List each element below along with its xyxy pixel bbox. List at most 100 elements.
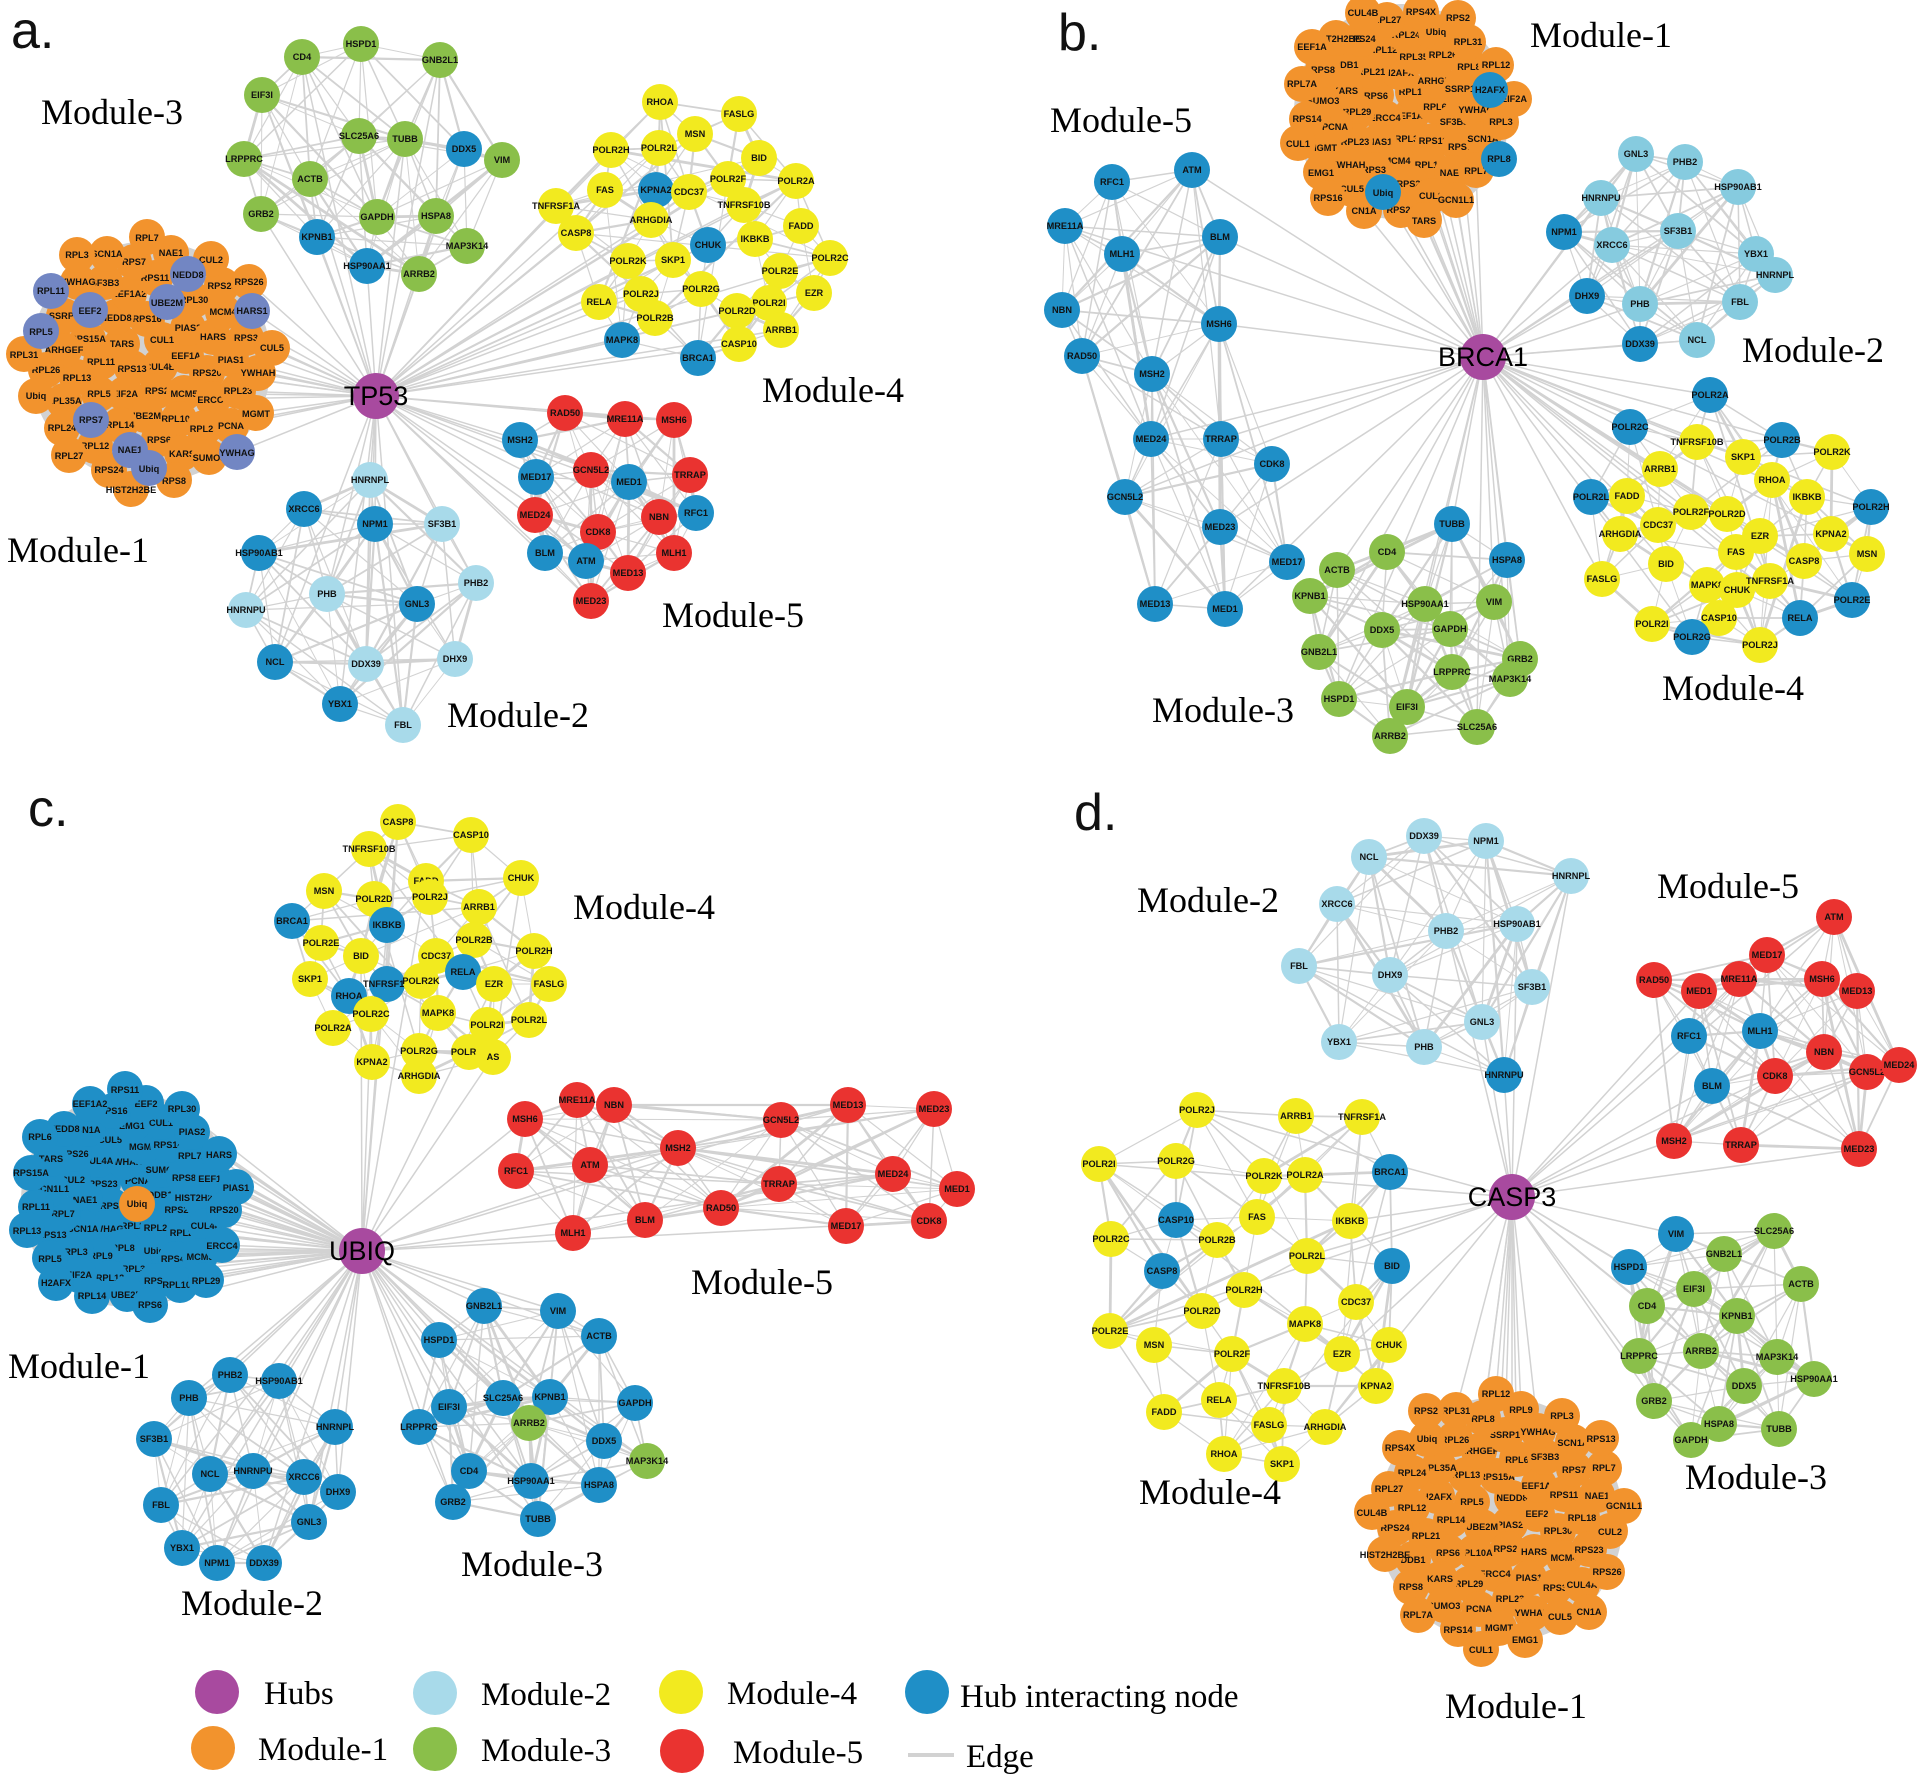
svg-text:RPS15A: RPS15A — [1479, 1472, 1515, 1482]
svg-text:Ubiq: Ubiq — [26, 391, 46, 401]
svg-text:RAD50: RAD50 — [1639, 975, 1669, 985]
svg-text:RPS3: RPS3 — [234, 333, 258, 343]
svg-text:RPS24: RPS24 — [1346, 34, 1376, 44]
svg-text:MLH1: MLH1 — [1747, 1026, 1772, 1036]
svg-text:RPS2: RPS2 — [1446, 13, 1470, 23]
svg-text:RPS24: RPS24 — [1380, 1523, 1410, 1533]
svg-text:TUBB: TUBB — [1766, 1424, 1792, 1434]
svg-text:NAE1: NAE1 — [159, 248, 184, 258]
svg-text:TARS: TARS — [1412, 216, 1436, 226]
svg-text:POLR2G: POLR2G — [1673, 632, 1711, 642]
svg-text:BLM: BLM — [1210, 232, 1230, 242]
svg-text:CASP10: CASP10 — [1701, 613, 1737, 623]
svg-text:NPM1: NPM1 — [362, 519, 388, 529]
svg-text:TUBB: TUBB — [1439, 519, 1465, 529]
svg-text:CUL2: CUL2 — [61, 1175, 85, 1185]
svg-text:MSH6: MSH6 — [1809, 974, 1835, 984]
svg-text:ATM: ATM — [580, 1160, 600, 1170]
svg-text:PIAS1: PIAS1 — [1366, 137, 1393, 147]
svg-text:MAP3K14: MAP3K14 — [1756, 1352, 1799, 1362]
svg-text:NBN: NBN — [1814, 1047, 1834, 1057]
svg-text:KPNB1: KPNB1 — [534, 1392, 565, 1402]
svg-text:POLR2K: POLR2K — [609, 256, 647, 266]
svg-text:PIAS1: PIAS1 — [1516, 1573, 1543, 1583]
svg-text:RFC1: RFC1 — [504, 1166, 528, 1176]
svg-text:Ubiq: Ubiq — [1426, 27, 1446, 37]
svg-text:RPL13: RPL13 — [1452, 1470, 1481, 1480]
svg-text:NAE1: NAE1 — [1585, 1491, 1610, 1501]
svg-text:SSRP1: SSRP1 — [49, 311, 79, 321]
svg-text:POLR2F: POLR2F — [1214, 1349, 1251, 1359]
svg-text:EEF1A: EEF1A — [171, 351, 201, 361]
svg-text:POLR2I: POLR2I — [1082, 1159, 1115, 1169]
svg-text:DDX5: DDX5 — [1370, 625, 1395, 635]
svg-text:HSPA8: HSPA8 — [421, 211, 451, 221]
svg-text:RPL8: RPL8 — [1457, 62, 1481, 72]
svg-text:AS: AS — [487, 1052, 500, 1062]
svg-text:MLH1: MLH1 — [661, 548, 686, 558]
svg-text:SCN1A: SCN1A — [1557, 1438, 1589, 1448]
svg-text:MED17: MED17 — [831, 1221, 862, 1231]
svg-text:RPS13: RPS13 — [1586, 1434, 1615, 1444]
svg-text:GCN5L2: GCN5L2 — [1107, 492, 1143, 502]
svg-text:CUL1: CUL1 — [1469, 1645, 1493, 1655]
svg-text:GAPDH: GAPDH — [360, 212, 394, 222]
svg-text:EIF3I: EIF3I — [251, 90, 273, 100]
svg-text:MCM5: MCM5 — [170, 389, 197, 399]
svg-text:RPL5: RPL5 — [38, 1254, 62, 1264]
svg-text:TNFRSF1A: TNFRSF1A — [532, 201, 580, 211]
svg-text:RPL3: RPL3 — [64, 1247, 88, 1257]
svg-text:POLR2A: POLR2A — [1286, 1170, 1324, 1180]
svg-text:POLR2G: POLR2G — [1157, 1156, 1195, 1166]
svg-text:DHX9: DHX9 — [1575, 291, 1600, 301]
svg-text:Module-2: Module-2 — [447, 695, 589, 735]
svg-text:YBX1: YBX1 — [1327, 1037, 1351, 1047]
svg-text:CUL4B: CUL4B — [145, 362, 176, 372]
svg-text:POLR2A: POLR2A — [314, 1023, 352, 1033]
svg-text:CUL5: CUL5 — [1340, 184, 1364, 194]
svg-text:GNL3: GNL3 — [297, 1517, 322, 1527]
svg-text:POLR2C: POLR2C — [811, 253, 849, 263]
svg-text:RPS14: RPS14 — [1443, 1625, 1473, 1635]
svg-text:GRB2: GRB2 — [1641, 1396, 1667, 1406]
svg-text:RPL31: RPL31 — [122, 1264, 151, 1274]
svg-text:CUL5: CUL5 — [1548, 1612, 1572, 1622]
svg-text:TNFRSF10B: TNFRSF10B — [342, 844, 395, 854]
svg-text:CASP10: CASP10 — [1158, 1215, 1194, 1225]
svg-text:RPS8: RPS8 — [162, 476, 186, 486]
svg-text:ARRB1: ARRB1 — [1280, 1111, 1312, 1121]
svg-text:POLR2F: POLR2F — [451, 1047, 488, 1057]
svg-text:CUL4B: CUL4B — [1348, 8, 1379, 18]
svg-text:SF3B1: SF3B1 — [1518, 982, 1547, 992]
svg-text:RPS26: RPS26 — [1386, 205, 1415, 215]
svg-text:MGMT: MGMT — [1309, 143, 1337, 153]
svg-text:MED1: MED1 — [1212, 604, 1238, 614]
svg-text:Module-4: Module-4 — [1139, 1472, 1281, 1512]
svg-text:FADD: FADD — [1614, 491, 1639, 501]
svg-text:POLR2B: POLR2B — [1763, 435, 1801, 445]
svg-text:RPS6: RPS6 — [147, 435, 171, 445]
svg-text:RELA: RELA — [1787, 613, 1812, 623]
svg-text:RPL13: RPL13 — [63, 373, 92, 383]
svg-text:CD4: CD4 — [460, 1466, 479, 1476]
svg-text:RPL7: RPL7 — [135, 233, 159, 243]
svg-text:CUL4A: CUL4A — [1567, 1580, 1598, 1590]
svg-text:MRE11A: MRE11A — [607, 414, 644, 424]
svg-text:SF3B3: SF3B3 — [1440, 117, 1469, 127]
svg-text:RELA: RELA — [1206, 1395, 1231, 1405]
svg-text:MSH2: MSH2 — [1661, 1136, 1687, 1146]
svg-text:Module-1: Module-1 — [7, 530, 149, 570]
svg-text:SKP1: SKP1 — [661, 255, 685, 265]
svg-text:ARRB2: ARRB2 — [1374, 731, 1406, 741]
svg-text:SSRP1: SSRP1 — [1445, 84, 1475, 94]
svg-text:CUL5: CUL5 — [260, 343, 284, 353]
svg-text:ATM: ATM — [576, 556, 596, 566]
svg-text:YWHAH: YWHAH — [1331, 160, 1366, 170]
svg-text:YWHAG: YWHAG — [1458, 105, 1493, 115]
svg-text:Module-1: Module-1 — [8, 1346, 150, 1386]
svg-text:SF3B3: SF3B3 — [1531, 1452, 1560, 1462]
svg-text:KPNB1: KPNB1 — [1294, 591, 1325, 601]
svg-text:PHB2: PHB2 — [218, 1370, 243, 1380]
svg-text:POLR2K: POLR2K — [402, 976, 440, 986]
svg-text:ATM: ATM — [1182, 165, 1202, 175]
